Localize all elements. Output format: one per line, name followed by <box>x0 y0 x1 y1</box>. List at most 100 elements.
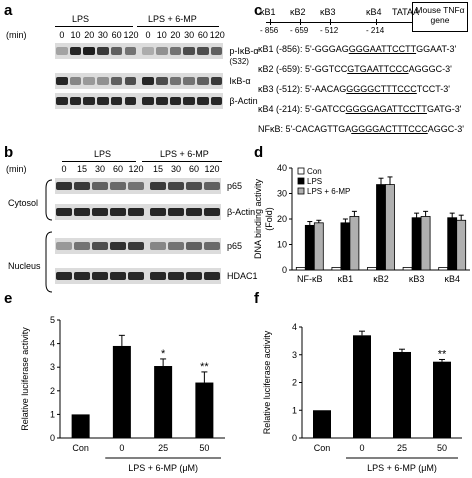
y-tick-label: 2 <box>50 386 55 396</box>
time-label: 120 <box>128 164 144 174</box>
legend-label: LPS + 6-MP <box>307 187 350 196</box>
blot-band <box>56 77 68 85</box>
blot-band <box>168 272 184 280</box>
bar <box>349 216 360 271</box>
blot-band <box>56 182 72 190</box>
site-tick <box>270 19 271 25</box>
y-tick-label: 2 <box>292 378 297 388</box>
sequence-flank: TCCT-3' <box>416 84 450 94</box>
blot-band <box>142 47 154 55</box>
blot-band <box>183 47 195 55</box>
sequence-row: κB2 (-659): 5'-GGTCCGTGAATTCCCAGGGC-3' <box>258 64 452 74</box>
time-label: 20 <box>170 30 181 40</box>
blot-band <box>110 272 126 280</box>
blot-band <box>128 208 144 216</box>
blot-band <box>56 47 68 55</box>
sequence-name: κB3 (-512): <box>258 84 306 94</box>
panel-d-label: d <box>254 144 264 161</box>
site-position: - 856 <box>260 26 279 35</box>
time-label: 60 <box>197 30 208 40</box>
time-label: 0 <box>145 30 151 40</box>
x-category-label: κB2 <box>373 274 389 284</box>
blot-row-sublabel: (S32) <box>229 57 249 66</box>
blot-band <box>183 97 195 105</box>
time-label: 30 <box>97 30 108 40</box>
blot-row-label: β-Actin <box>229 96 258 106</box>
bar <box>331 267 342 271</box>
time-label: 30 <box>94 164 105 174</box>
time-label: 10 <box>156 30 167 40</box>
y-axis-label: Relative luciferase activity <box>20 327 30 431</box>
sequence-site: GGGGCTTTCCC <box>346 84 417 94</box>
x-category-label: κB1 <box>338 274 354 284</box>
cytosol-label: Cytosol <box>8 198 39 208</box>
blot-band <box>110 47 123 55</box>
blot-band <box>69 97 82 105</box>
site-label: TATAA <box>392 7 419 17</box>
panel-b-min-label: (min) <box>6 164 27 174</box>
sequence-flank: 5'-CACAGTTGA <box>285 124 352 134</box>
x-axis-label: LPS + 6-MP (μM) <box>367 463 437 473</box>
y-axis-label: DNA binding activity(Fold) <box>253 178 274 259</box>
blot-band <box>210 47 223 55</box>
bar <box>295 267 306 271</box>
blot-band <box>142 77 154 85</box>
legend-label: Con <box>307 167 322 176</box>
panel-a-group2: LPS + 6-MP <box>148 14 197 24</box>
blot-band <box>186 242 202 250</box>
blot-band <box>128 272 144 280</box>
sequence-flank: 5'-GATCC <box>305 104 346 114</box>
y-tick-label: 0 <box>50 433 55 443</box>
blot-band <box>210 77 223 85</box>
x-category-label: 0 <box>359 443 364 453</box>
sequence-row: κB4 (-214): 5'-GATCCGGGGAGATTCCTTGATG-3' <box>258 104 462 114</box>
blot-band <box>210 97 223 105</box>
panel-f-chart: 0 1 2 3 4 Relative luciferase activity Con 0 25 *… <box>262 322 462 473</box>
sequence-flank: 5'-GGTCC <box>305 64 348 74</box>
bar <box>411 217 422 271</box>
site-label: κB3 <box>320 7 336 17</box>
blot-band <box>124 47 137 55</box>
sequence-site: GGGAATTCCTT <box>348 44 417 54</box>
blot-band <box>204 242 220 250</box>
blot-band <box>155 97 168 105</box>
y-tick-label: 1 <box>50 409 55 419</box>
y-tick-label: 30 <box>277 189 287 199</box>
bar <box>438 267 449 271</box>
significance-marker: ** <box>438 348 447 360</box>
time-label: 0 <box>59 30 65 40</box>
site-position: - 512 <box>320 26 339 35</box>
blot-band <box>197 97 209 105</box>
bar <box>447 217 458 271</box>
site-tick <box>376 19 377 25</box>
bar <box>376 184 386 271</box>
blot-band <box>74 182 90 190</box>
blot-band <box>169 77 182 85</box>
sequence-row: κB1 (-856): 5'-GGGAGGGGAATTCCTTGGAAT-3' <box>258 44 456 54</box>
blot-band <box>74 208 90 216</box>
y-tick-label: 5 <box>50 315 55 325</box>
blot-band <box>204 208 220 216</box>
y-tick-label: 0 <box>282 265 287 275</box>
site-position: - 659 <box>290 26 309 35</box>
x-category-label: 0 <box>119 443 124 453</box>
panel-e-label: e <box>4 290 13 307</box>
panel-b-group2-line <box>142 161 222 162</box>
x-category-label: 25 <box>397 443 407 453</box>
panel-a-group1-line <box>55 26 133 27</box>
bar <box>456 219 467 271</box>
blot-band <box>110 242 126 250</box>
blot-band <box>92 272 108 280</box>
x-category-label: 50 <box>437 443 447 453</box>
time-label: 15 <box>152 164 163 174</box>
blot-band <box>92 208 108 216</box>
panel-c-label: c <box>254 2 263 19</box>
panel-e-chart: 0 1 2 3 4 5 Relative luciferase activity Con 0 * 2… <box>20 315 225 473</box>
bar <box>71 414 90 438</box>
blot-row-label: β-Actin <box>227 207 256 217</box>
blot-row-label: HDAC1 <box>227 271 258 281</box>
blot-row-label: IκB-α <box>229 76 251 86</box>
bar <box>402 267 413 271</box>
blot-band <box>83 97 96 105</box>
blot-band <box>97 97 109 105</box>
